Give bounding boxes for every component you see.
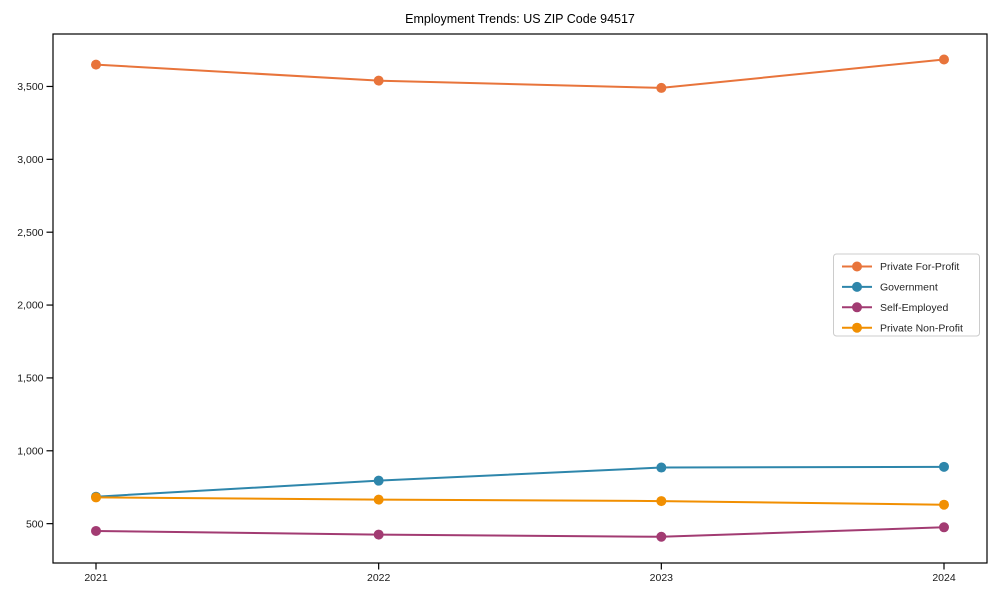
legend-label: Self-Employed xyxy=(880,302,948,314)
y-axis: 500 1,000 1,500 2,000 2,500 3,000 3,500 xyxy=(17,81,53,530)
y-tick-label: 3,000 xyxy=(17,154,43,166)
data-point-marker xyxy=(91,59,101,70)
data-point-marker xyxy=(91,492,101,503)
series-private-non-profit xyxy=(91,492,949,510)
legend-marker xyxy=(852,261,862,272)
x-tick-label: 2021 xyxy=(84,572,108,584)
y-tick-label: 2,000 xyxy=(17,300,43,312)
data-point-marker xyxy=(373,75,384,86)
series-private-for-profit xyxy=(91,54,949,93)
data-point-marker xyxy=(656,462,667,473)
data-point-marker xyxy=(91,525,101,536)
legend-label: Government xyxy=(880,282,938,294)
data-point-marker xyxy=(656,531,667,542)
data-point-marker xyxy=(656,82,667,93)
series-line xyxy=(95,58,945,89)
x-axis: 2021 2022 2023 2024 xyxy=(84,563,956,584)
series-self-employed xyxy=(91,522,949,542)
y-tick-label: 500 xyxy=(26,518,44,530)
data-point-marker xyxy=(373,529,384,540)
data-point-marker xyxy=(939,461,949,472)
series-government xyxy=(91,461,949,502)
series-line xyxy=(95,465,945,498)
series-line xyxy=(95,496,945,506)
y-tick-label: 1,000 xyxy=(17,445,43,457)
data-point-marker xyxy=(373,475,384,486)
legend-item-self-employed: Self-Employed xyxy=(842,302,948,314)
x-tick-label: 2024 xyxy=(932,572,956,584)
plot-frame xyxy=(52,33,988,564)
legend-label: Private For-Profit xyxy=(880,261,959,273)
legend-item-private-non-profit: Private Non-Profit xyxy=(842,322,963,334)
data-point-marker xyxy=(939,54,949,65)
series-line xyxy=(95,526,945,538)
data-point-marker xyxy=(939,522,949,533)
legend-marker xyxy=(852,322,862,333)
x-tick-label: 2023 xyxy=(650,572,674,584)
legend-marker xyxy=(852,281,862,292)
legend-box xyxy=(833,253,980,337)
legend-item-government: Government xyxy=(842,282,938,294)
data-point-marker xyxy=(939,499,949,510)
legend-item-private-for-profit: Private For-Profit xyxy=(842,261,959,273)
y-tick-label: 1,500 xyxy=(17,373,43,385)
chart-title: Employment Trends: US ZIP Code 94517 xyxy=(405,12,635,26)
legend: Private For-Profit Government Self-Employe… xyxy=(833,253,980,337)
y-tick-label: 2,500 xyxy=(17,227,43,239)
legend-marker xyxy=(852,302,862,313)
x-tick-label: 2022 xyxy=(367,572,391,584)
y-tick-label: 3,500 xyxy=(17,81,43,93)
data-point-marker xyxy=(656,496,667,507)
legend-label: Private Non-Profit xyxy=(880,322,963,334)
data-point-marker xyxy=(373,494,384,505)
